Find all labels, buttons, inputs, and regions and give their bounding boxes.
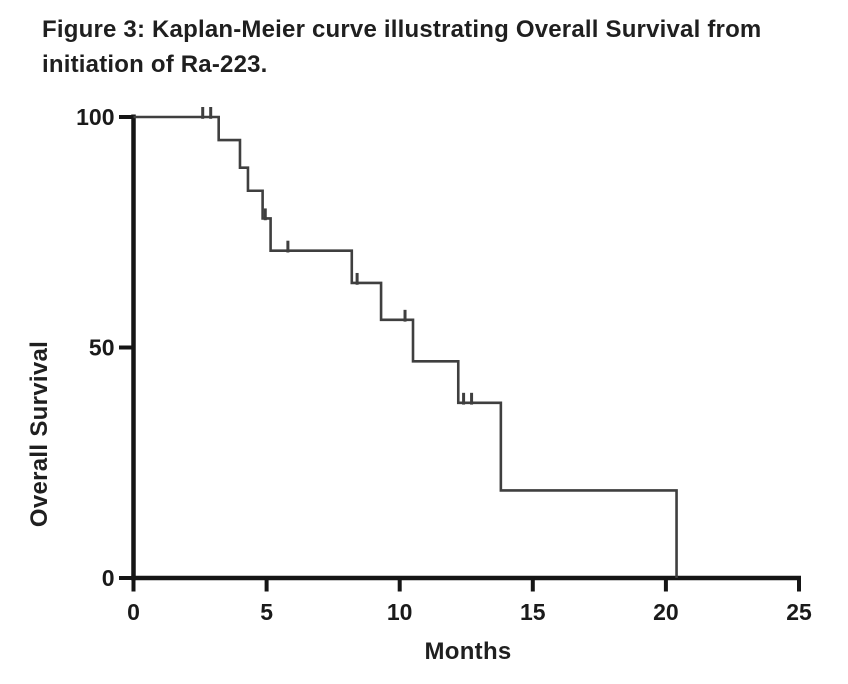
y-tick-label: 100: [76, 104, 114, 130]
y-axis-label-text: Overall Survival: [26, 340, 53, 528]
km-chart: 100 50 0 0 5 10 15 20 25 Overall Survival: [0, 94, 848, 684]
figure-caption: Figure 3: Kaplan-Meier curve illustratin…: [42, 16, 762, 78]
x-tick-label: 20: [653, 599, 679, 625]
y-tick-label: 50: [89, 335, 115, 361]
x-tick-label: 10: [387, 599, 413, 625]
x-tick-label: 5: [260, 599, 273, 625]
x-tick-label: 0: [127, 599, 140, 625]
survival-curve: [133, 115, 678, 578]
y-tick-label: 0: [102, 565, 115, 591]
x-axis-label: Months: [424, 638, 512, 665]
x-tick-label: 15: [520, 599, 546, 625]
x-tick-label: 25: [786, 599, 812, 625]
km-chart-canvas: 100 50 00 5 10 15 20 25: [76, 104, 812, 625]
